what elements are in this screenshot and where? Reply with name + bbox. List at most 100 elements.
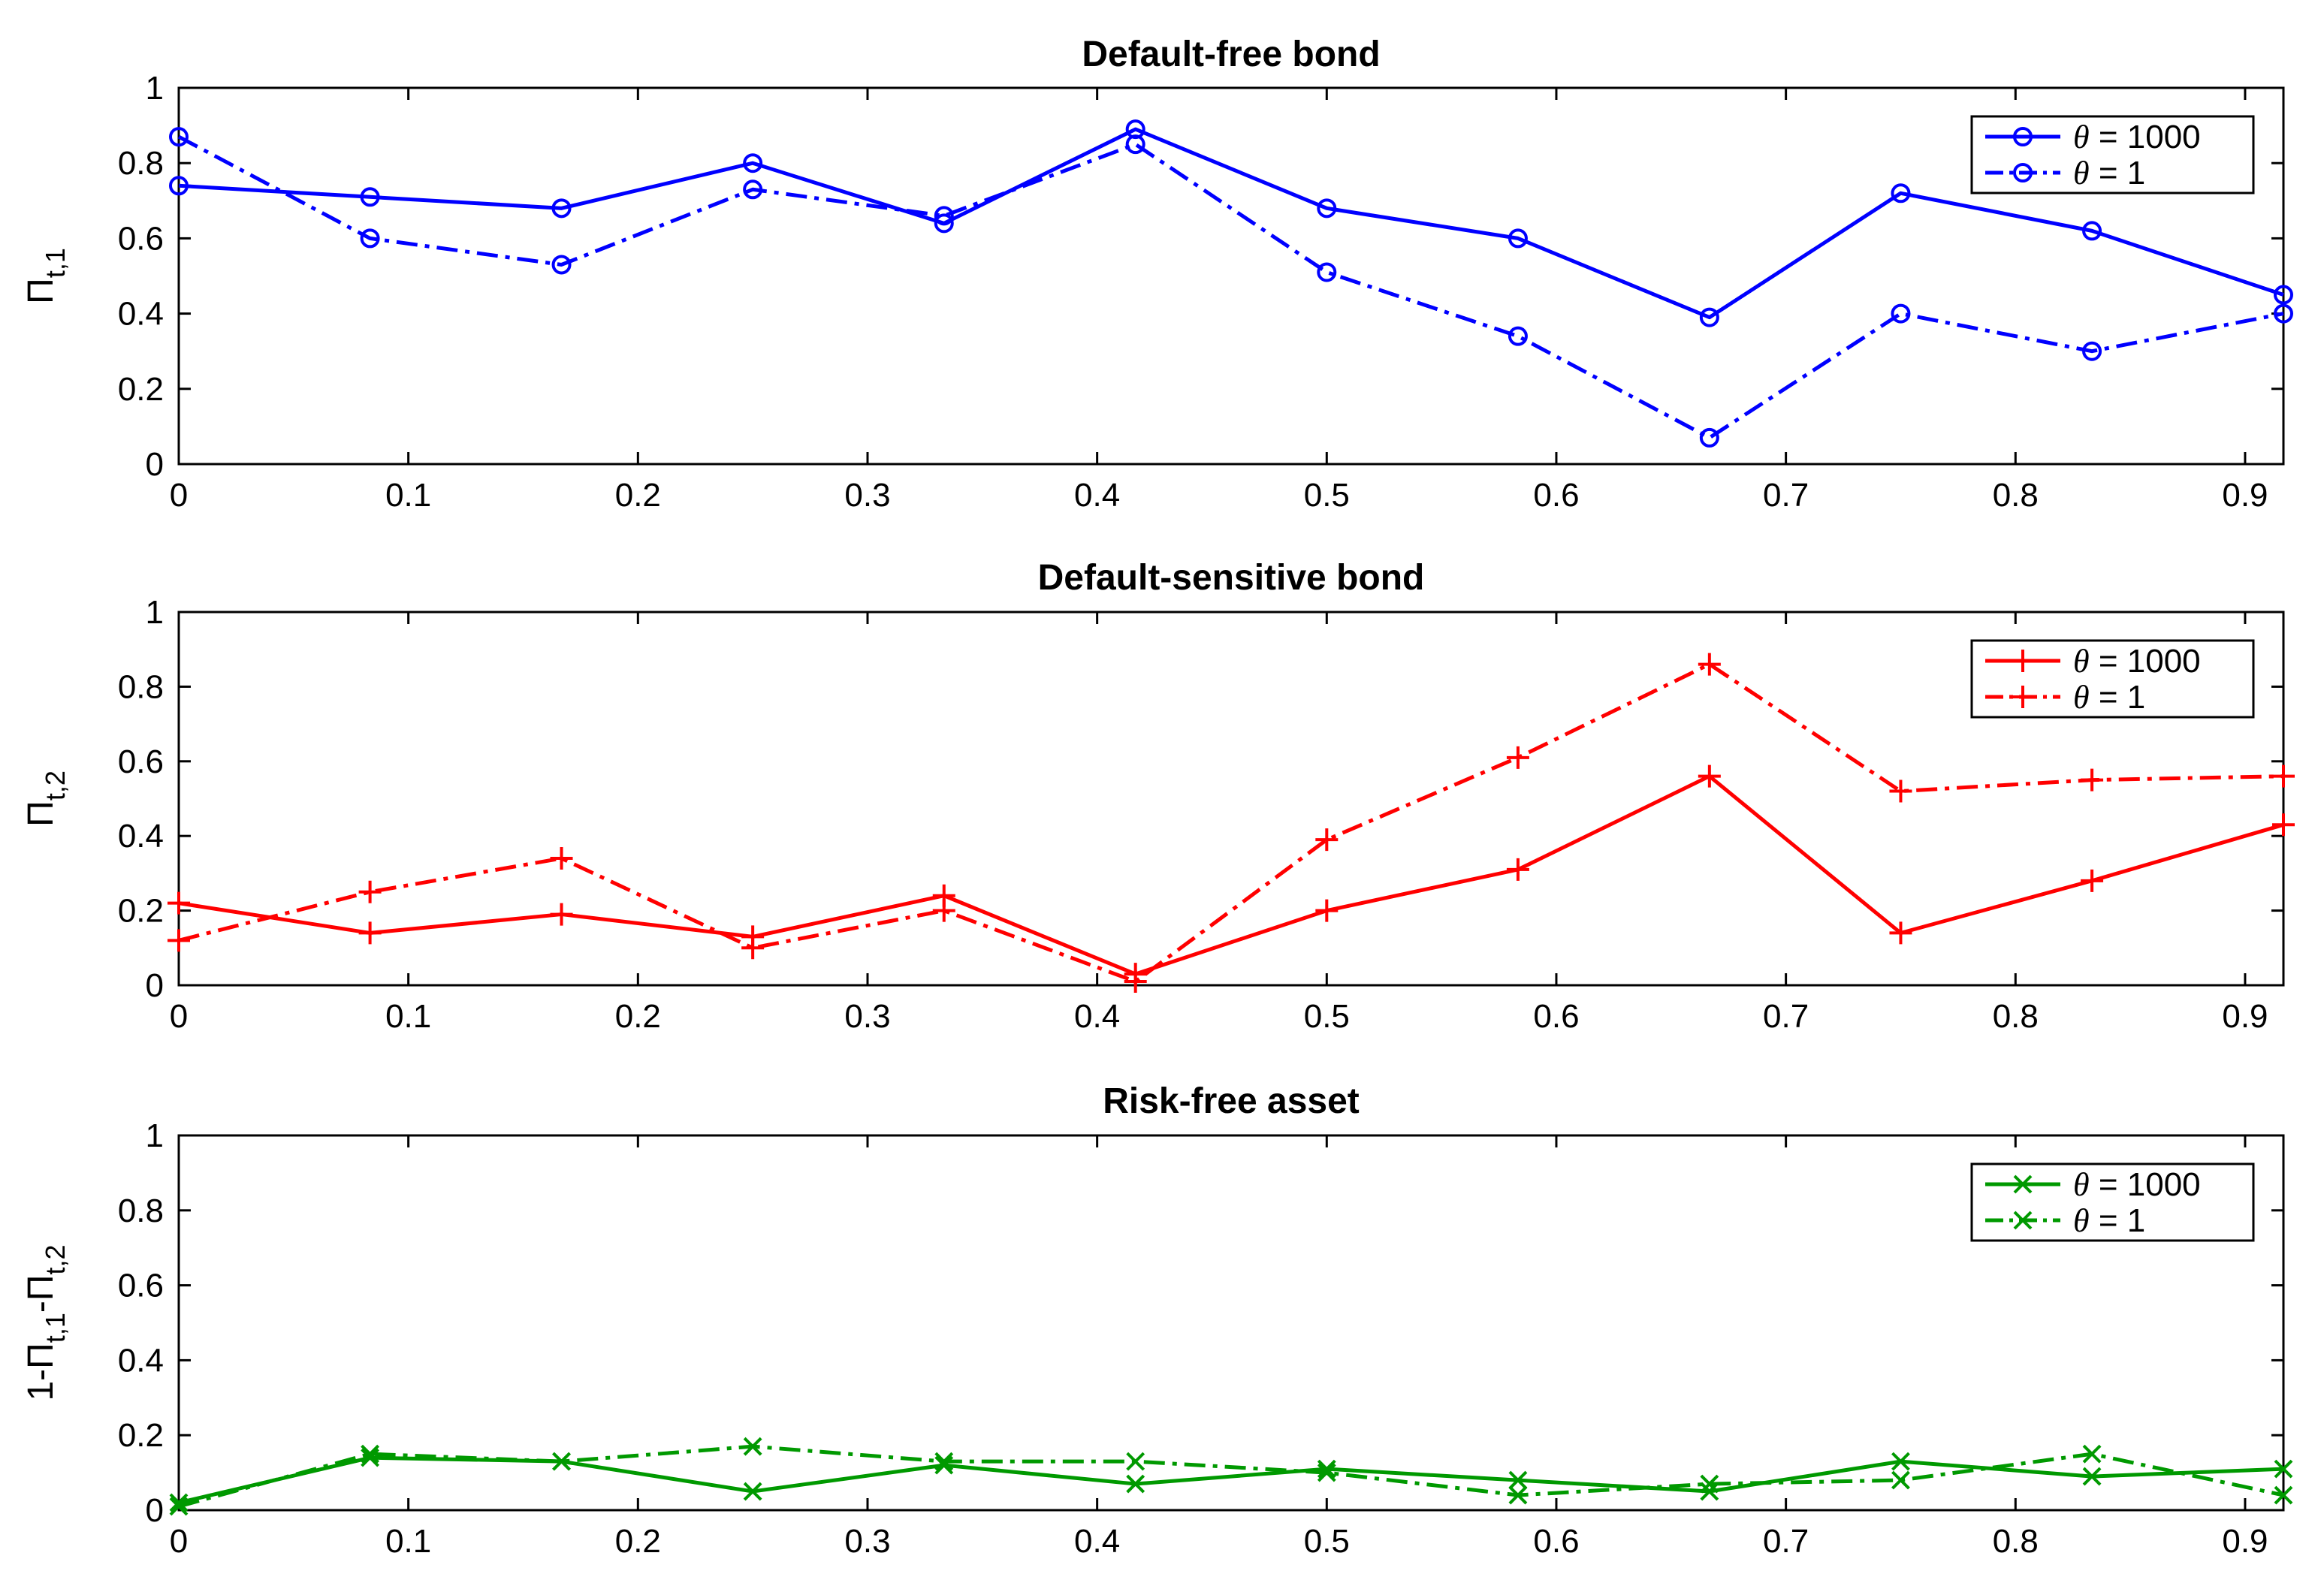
data-point bbox=[1126, 1452, 1145, 1471]
legend-box bbox=[1970, 1162, 2255, 1242]
plot-frame bbox=[177, 611, 2285, 987]
x-tick-label: 0.1 bbox=[385, 1523, 431, 1560]
data-point bbox=[360, 228, 380, 249]
y-tick-label: 0.8 bbox=[118, 668, 164, 705]
legend-label: θ = 1 bbox=[2073, 679, 2145, 716]
x-tick-label: 0.4 bbox=[1074, 998, 1120, 1035]
data-point bbox=[1891, 1452, 1910, 1471]
x-tick-label: 0.1 bbox=[385, 477, 431, 514]
y-tick-label: 0.6 bbox=[118, 1268, 164, 1304]
data-point bbox=[169, 1493, 189, 1512]
y-tick-label: 0 bbox=[146, 1492, 164, 1529]
x-tick-label: 0.3 bbox=[844, 998, 890, 1035]
legend-label-rest: = 1 bbox=[2090, 1202, 2146, 1239]
chart-panel-default-free-bond: Default-free bond 0 0.2 0.4 0.6 0.8 1 0 0.1 0.2 0.… bbox=[21, 35, 2293, 514]
y-axis-label: 1-Πt,1-Πt,2 bbox=[21, 1244, 71, 1401]
data-point bbox=[1506, 858, 1529, 881]
x-tick-label: 0.8 bbox=[1993, 1523, 2039, 1560]
chart-panel-risk-free-asset: Risk-free asset 0 0.2 0.4 0.6 0.8 1 0 0.1 0.2 0.3 0… bbox=[21, 1081, 2293, 1560]
x-tick-label: 0.9 bbox=[2222, 1523, 2268, 1560]
legend-entry: θ = 1000 bbox=[1985, 643, 2201, 680]
data-point bbox=[361, 1444, 380, 1464]
data-point bbox=[168, 891, 190, 915]
x-tick-label: 0.5 bbox=[1304, 1523, 1350, 1560]
x-tick-label: 0.4 bbox=[1074, 1523, 1120, 1560]
data-point bbox=[2274, 1459, 2293, 1479]
y-axis-label-part: t,2 bbox=[40, 1244, 71, 1274]
legend-theta-symbol: θ bbox=[2073, 119, 2090, 155]
x-tick-label: 0.4 bbox=[1074, 477, 1120, 514]
series-1000 bbox=[168, 764, 2295, 986]
legend-theta-symbol: θ bbox=[2073, 1166, 2090, 1203]
data-point bbox=[2274, 1485, 2293, 1505]
data-point bbox=[1315, 899, 1339, 922]
data-point bbox=[2274, 303, 2293, 324]
y-axis-label-part: t,1 bbox=[40, 1313, 71, 1343]
data-point bbox=[2272, 813, 2295, 837]
plot-frame bbox=[177, 1134, 2285, 1512]
legend-theta-symbol: θ bbox=[2073, 155, 2090, 191]
data-point bbox=[743, 153, 763, 173]
x-tick-label: 0 bbox=[170, 477, 188, 514]
data-point bbox=[2082, 221, 2102, 241]
data-point bbox=[934, 206, 954, 226]
x-tick-label: 0.9 bbox=[2222, 477, 2268, 514]
data-point bbox=[1317, 262, 1337, 282]
legend-label: θ = 1000 bbox=[2073, 119, 2201, 155]
x-tick-label: 0 bbox=[170, 1523, 188, 1560]
legend-label: θ = 1 bbox=[2073, 155, 2145, 191]
y-tick-label: 0.4 bbox=[118, 296, 164, 333]
data-point bbox=[1698, 764, 1721, 788]
data-point bbox=[1700, 1474, 1719, 1494]
legend-label-rest: = 1 bbox=[2090, 679, 2146, 716]
chart-title: Default-sensitive bond bbox=[1038, 558, 1425, 598]
y-axis-label-part: Π bbox=[21, 801, 61, 827]
data-point bbox=[741, 936, 765, 960]
series-line bbox=[178, 1455, 2284, 1505]
data-point bbox=[1317, 1463, 1336, 1482]
x-tick-label: 0 bbox=[170, 998, 188, 1035]
legend-marker bbox=[2012, 650, 2034, 672]
y-tick-label: 0.6 bbox=[118, 743, 164, 780]
data-point bbox=[1508, 1485, 1528, 1505]
data-point bbox=[1700, 1482, 1719, 1501]
series-1 bbox=[168, 653, 2295, 994]
x-tick-label: 0.3 bbox=[844, 477, 890, 514]
x-tick-label: 0.5 bbox=[1304, 477, 1350, 514]
data-point bbox=[2272, 764, 2295, 788]
data-point bbox=[2081, 869, 2104, 892]
data-point bbox=[1124, 970, 1147, 994]
y-axis-label-part: -Π bbox=[21, 1275, 61, 1313]
y-tick-label: 0.8 bbox=[118, 145, 164, 182]
legend-entry: θ = 1000 bbox=[1985, 1166, 2201, 1203]
data-point bbox=[169, 1497, 189, 1516]
x-tick-label: 0.7 bbox=[1763, 477, 1809, 514]
data-point bbox=[169, 127, 189, 147]
x-tick-label: 0.8 bbox=[1993, 998, 2039, 1035]
series-line bbox=[177, 134, 2284, 440]
data-point bbox=[934, 213, 954, 234]
x-tick-label: 0.2 bbox=[615, 998, 661, 1035]
x-tick-label: 0.9 bbox=[2222, 998, 2268, 1035]
legend-entry: θ = 1 bbox=[1985, 679, 2145, 716]
y-axis-label-part: t,1 bbox=[40, 248, 71, 278]
data-point bbox=[2274, 285, 2293, 305]
data-point bbox=[934, 1452, 954, 1471]
data-point bbox=[1125, 134, 1145, 155]
data-point bbox=[358, 921, 382, 945]
series-line bbox=[178, 1444, 2284, 1509]
legend-marker bbox=[2012, 686, 2034, 708]
series-1 bbox=[169, 127, 2293, 448]
legend-marker bbox=[2013, 163, 2033, 182]
data-point bbox=[1698, 653, 1721, 676]
chart-title: Risk-free asset bbox=[1103, 1081, 1360, 1121]
y-tick-label: 0.2 bbox=[118, 893, 164, 930]
x-tick-label: 0.2 bbox=[615, 477, 661, 514]
y-tick-label: 0.8 bbox=[118, 1193, 164, 1229]
data-point bbox=[1891, 183, 1911, 204]
legend-label-rest: = 1000 bbox=[2090, 643, 2201, 680]
legend-entry: θ = 1 bbox=[1985, 1202, 2145, 1239]
